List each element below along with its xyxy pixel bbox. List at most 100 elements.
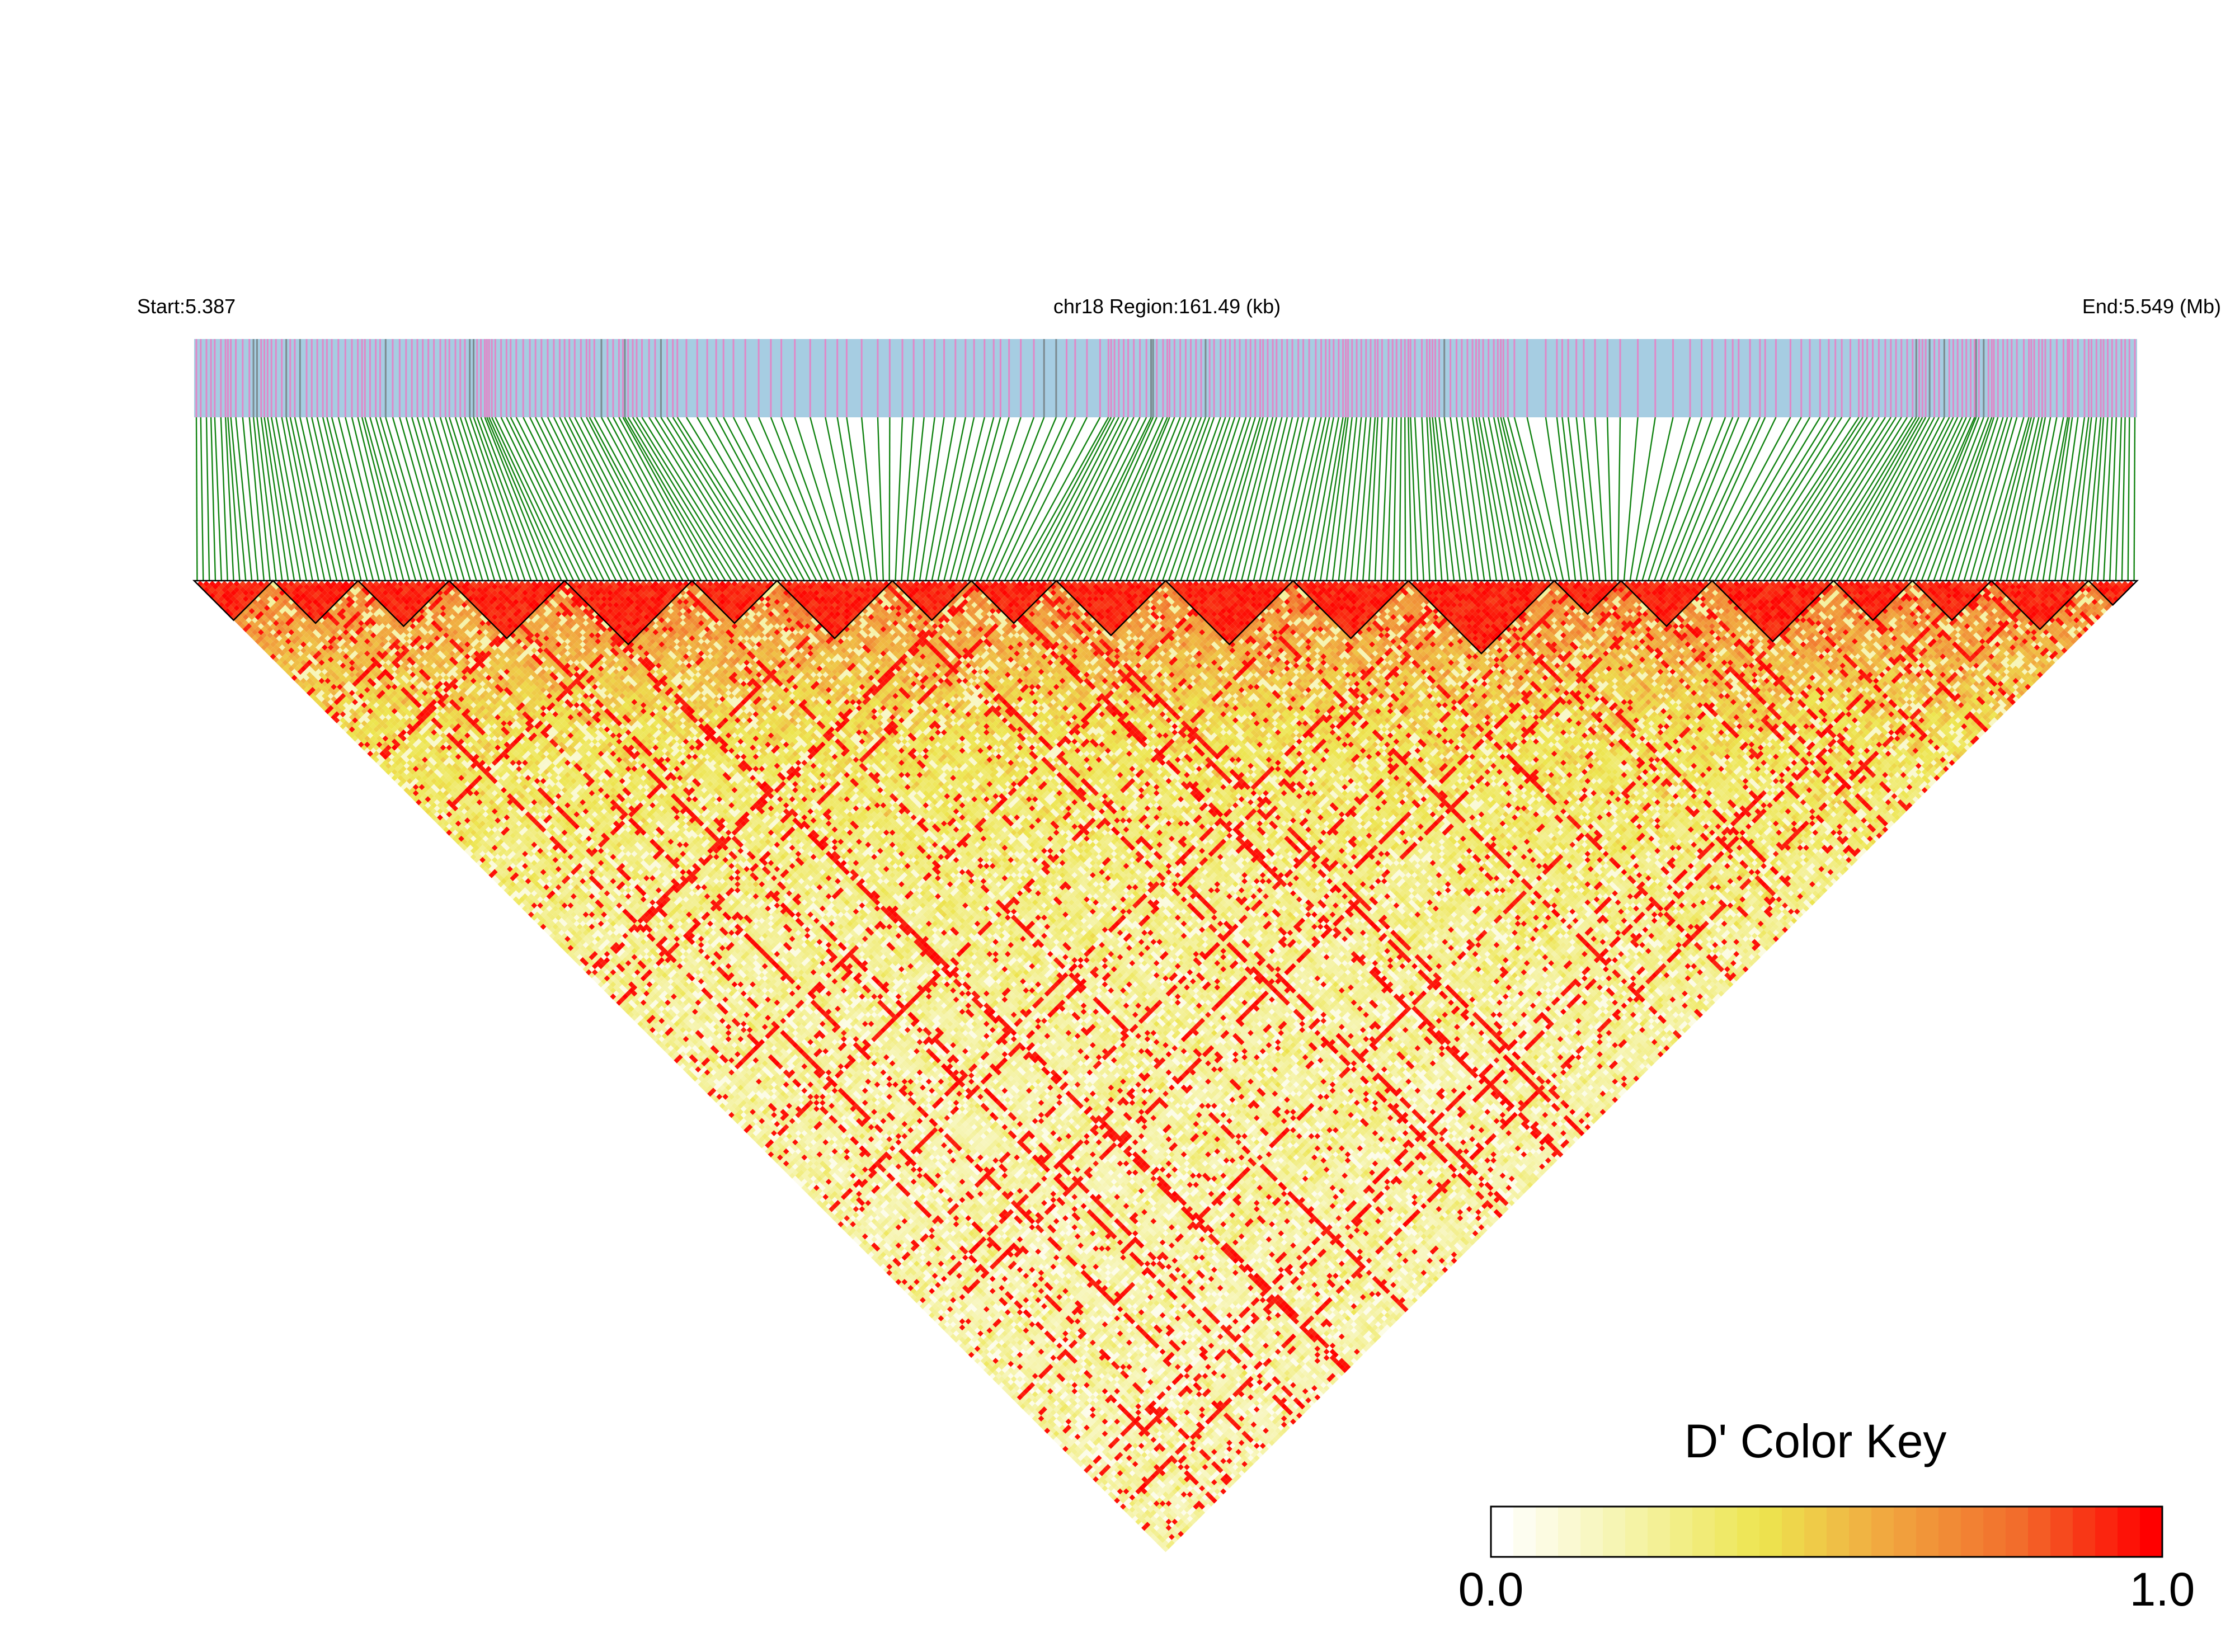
ld-cell (215, 581, 222, 587)
ld-cell (980, 581, 987, 587)
region-title-label: chr18 Region:161.49 (kb) (1053, 295, 1281, 318)
snp-connector-line (1240, 417, 1283, 581)
snp-connector-line (1065, 417, 1147, 581)
ld-cell (846, 581, 853, 587)
snp-connector-line (2115, 417, 2123, 581)
snp-connector-line (205, 417, 210, 581)
snp-connector-line (1386, 417, 1394, 581)
ld-cell (883, 581, 890, 587)
ld-cell (288, 581, 295, 587)
snp-connector-line (264, 417, 289, 581)
snp-connector-line (235, 417, 253, 581)
snp-connector-line (1939, 417, 1995, 581)
snp-connector-line (1210, 417, 1261, 581)
snp-connector-line (495, 417, 575, 581)
snp-connector-line (895, 417, 904, 581)
ld-cell (1278, 581, 1284, 587)
ld-cell (1248, 581, 1254, 587)
snp-connector-line (385, 417, 435, 581)
ld-cell (1083, 581, 1090, 587)
snp-connector-line (480, 417, 544, 581)
ld-cell (567, 581, 574, 587)
ld-cell (221, 581, 228, 587)
ld-cell (1253, 581, 1260, 587)
snp-connector-line (1277, 417, 1317, 581)
ld-cell (1332, 581, 1339, 587)
snp-connector-line (331, 417, 374, 581)
snp-connector-line (1374, 417, 1383, 581)
ld-cell (1314, 581, 1321, 587)
ld-cell (744, 581, 750, 587)
snp-connector-line (745, 417, 824, 581)
snp-connector-line (1246, 417, 1288, 581)
snp-connector-line (925, 417, 957, 581)
ld-cell (233, 581, 240, 587)
snp-connector-line (311, 417, 350, 581)
snp-connector-line (780, 417, 841, 581)
snp-connector-line (1702, 417, 1791, 581)
ld-cell (835, 581, 841, 587)
snp-connector-line (1575, 417, 1594, 581)
ld-cell (1089, 581, 1096, 587)
snp-connector-line (580, 417, 666, 581)
snp-connector-line (707, 417, 799, 581)
ld-cell (519, 581, 525, 587)
snp-connector-line (1513, 417, 1558, 581)
snp-connector-line (606, 417, 696, 581)
snp-connector-line (1708, 417, 1802, 581)
snp-connector-line (1144, 417, 1207, 581)
ld-cell (1180, 581, 1187, 587)
snp-connector-line (267, 417, 295, 581)
snp-connector-line (484, 417, 550, 581)
snp-connector-line (345, 417, 387, 581)
ld-cell (1284, 581, 1290, 587)
snp-connector-line (1058, 417, 1141, 581)
ld-cell (1351, 581, 1357, 587)
ld-cell (586, 581, 592, 587)
ld-cell (640, 581, 647, 587)
ld-cell (956, 581, 962, 587)
ld-cell (950, 581, 957, 587)
snp-connector-line (1824, 417, 1920, 581)
snp-connector-line (1556, 417, 1577, 581)
ld-cell (628, 581, 634, 587)
snp-connector-line (2054, 417, 2079, 581)
snp-connector-line (564, 417, 647, 581)
ld-cell (355, 581, 361, 587)
snp-connector-line (299, 417, 338, 581)
snp-connector-line (660, 417, 763, 581)
snp-connector-line (2006, 417, 2043, 581)
ld-cell (695, 581, 702, 587)
ld-cell (962, 581, 968, 587)
ld-cell (361, 581, 368, 587)
snp-connector-line (1982, 417, 2030, 581)
snp-connector-line (1751, 417, 1860, 581)
ld-cell (397, 581, 404, 587)
ld-cell (591, 581, 598, 587)
snp-connector-line (1077, 417, 1154, 581)
snp-connector-line (1368, 417, 1378, 581)
ld-cell (1150, 581, 1157, 587)
snp-connector-line (361, 417, 404, 581)
ld-cell (264, 581, 270, 587)
snp-connector-line (271, 417, 302, 581)
region-end-label: End:5.549 (Mb) (2082, 295, 2221, 318)
ld-cell (1326, 581, 1333, 587)
snp-connector-line (195, 417, 198, 581)
snp-connector-line (500, 417, 581, 581)
ld-cell (1174, 581, 1181, 587)
ld-cell (501, 581, 507, 587)
ld-cell (597, 581, 604, 587)
snp-connector-line (1648, 417, 1702, 581)
ld-cell (683, 581, 689, 587)
snp-connector-line (1854, 417, 1940, 581)
snp-connector-line (1526, 417, 1564, 581)
snp-connector-line (1392, 417, 1398, 581)
ld-cell (1059, 581, 1066, 587)
snp-connector-line (1866, 417, 1950, 581)
snp-connector-line (1356, 417, 1372, 581)
ld-cell (931, 581, 938, 587)
ld-cell (616, 581, 623, 587)
snp-connector-line (1052, 417, 1135, 581)
snp-connector-line (2012, 417, 2046, 581)
